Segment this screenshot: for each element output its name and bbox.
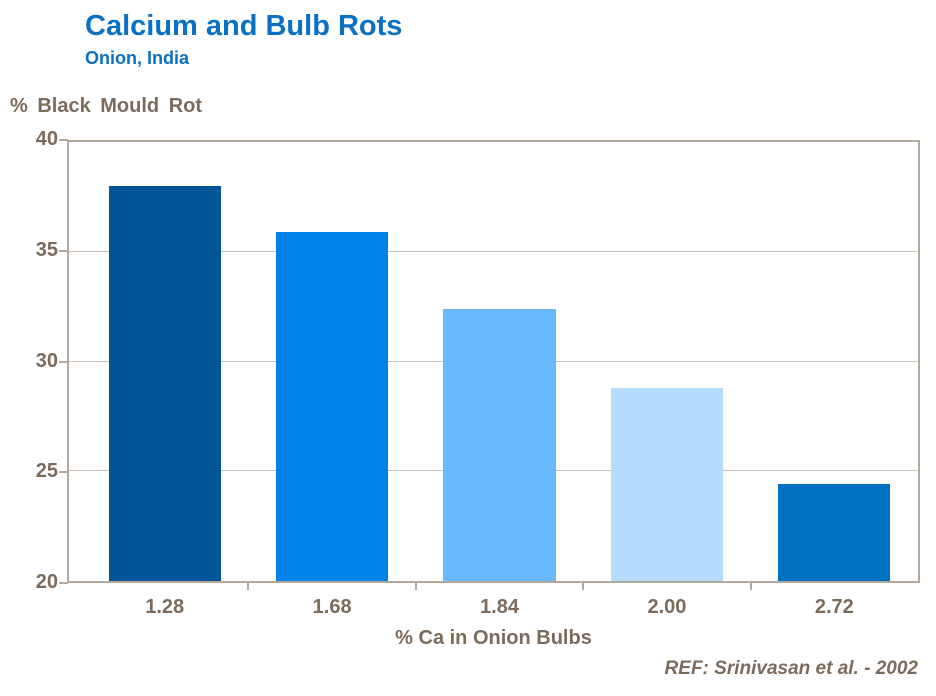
- y-tick-label-20: 20: [35, 571, 58, 594]
- y-tick-mark-40: [59, 139, 68, 141]
- y-tick-mark-20: [59, 582, 68, 584]
- bar-cell-1.28: [81, 142, 248, 581]
- y-tick-mark-30: [59, 360, 68, 363]
- y-axis-tick-marks: [59, 139, 68, 584]
- x-tick-label-1.84: 1.84: [480, 596, 519, 618]
- bar-1.28: [108, 185, 221, 581]
- x-axis-tick-marks: [81, 583, 918, 591]
- y-axis-tick-labels: 40 35 30 25 20: [0, 128, 58, 593]
- x-tick-label-2.00: 2.00: [647, 596, 687, 618]
- x-tick-mark-4: [749, 583, 752, 590]
- x-axis-tick-labels: 1.28 1.68 1.84 2.00 2.72: [81, 596, 918, 619]
- x-tick-mark-1: [247, 583, 250, 590]
- y-tick-label-30: 30: [35, 349, 58, 372]
- plot-area: [67, 140, 920, 583]
- y-tick-label-35: 35: [35, 238, 58, 261]
- x-tick-label-2.72: 2.72: [814, 596, 854, 618]
- x-tick-label-1.28: 1.28: [145, 596, 185, 618]
- y-tick-label-40: 40: [35, 128, 58, 151]
- gridline-35: [69, 250, 918, 252]
- bar-2.00: [610, 387, 723, 581]
- reference-citation: REF: Srinivasan et al. - 2002: [664, 658, 918, 679]
- bar-cell-1.84: [416, 142, 583, 581]
- bar-1.84: [443, 308, 556, 581]
- x-tick-mark-2: [414, 583, 417, 590]
- y-tick-label-25: 25: [35, 460, 58, 483]
- bar-cell-2.00: [583, 142, 750, 581]
- chart-title: Calcium and Bulb Rots: [85, 10, 403, 42]
- x-axis-title: % Ca in Onion Bulbs: [395, 627, 592, 649]
- y-axis-title: % Black Mould Rot: [10, 95, 203, 117]
- y-tick-mark-35: [59, 249, 68, 252]
- bar-2.72: [778, 484, 891, 581]
- chart-subtitle: Onion, India: [85, 48, 189, 68]
- y-tick-mark-25: [59, 471, 68, 474]
- bar-1.68: [276, 232, 389, 581]
- x-tick-label-1.68: 1.68: [312, 596, 352, 618]
- bar-cell-1.68: [248, 142, 415, 581]
- bar-series: [81, 142, 918, 581]
- bar-cell-2.72: [751, 142, 918, 581]
- x-tick-mark-3: [582, 583, 585, 590]
